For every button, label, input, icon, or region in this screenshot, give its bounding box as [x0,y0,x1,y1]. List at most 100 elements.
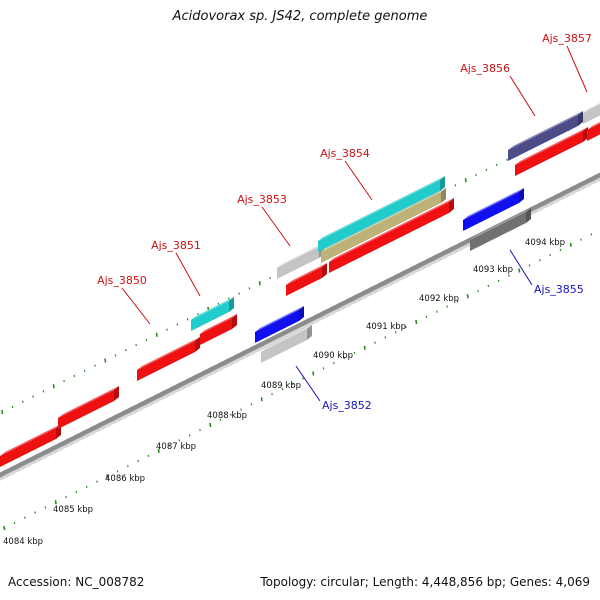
tick-lower [415,319,418,325]
tick-lower [518,268,521,273]
gene-box-khaki-top [321,188,446,252]
tick-upper [258,281,261,286]
gene-box-red-top [0,424,61,456]
gene-box-slate-front [508,115,578,161]
gene-box-red [587,122,600,141]
gene-box-lightgray-end [307,325,312,340]
gene-box-red [329,198,454,273]
gene-box-darkgray [470,208,531,251]
tick-lower [384,336,387,339]
tick-lower [363,345,366,350]
tick-upper [32,395,34,398]
scale-label: 4092 kbp [419,294,459,304]
gene-label-ajs-3852-leader [295,365,321,402]
tick-upper [228,297,230,300]
tick-lower [271,392,273,396]
tick-lower [24,516,26,519]
tick-lower [230,413,232,416]
gene-box-cyan-front [191,301,229,331]
tick-lower [137,459,139,463]
gene-box-cyan-top [191,297,234,320]
gene-box-lightgray-top [261,325,312,352]
gene-box-red-front [0,428,56,467]
gene-box-blue [255,306,304,343]
tick-marks [1,112,600,531]
tick-upper [114,354,117,357]
tick-lower [333,362,335,365]
tick-upper [166,328,168,331]
tick-lower [281,387,284,391]
scale-label: 4093 kbp [473,265,513,275]
gene-box-khaki [321,188,446,263]
gene-box-red [137,337,200,381]
tick-lower [353,351,356,355]
tick-lower [559,248,562,252]
gene-box-red-front [137,341,195,381]
genome-backbone [0,172,600,481]
tick-lower [497,279,500,282]
gene-box-red [286,263,327,296]
scale-label: 4084 kbp [3,537,43,547]
gene-box-cyan-end [440,176,445,191]
tick-lower [322,367,325,370]
gene-label-ajs-3852: Ajs_3852 [322,399,372,412]
tick-upper [63,379,65,383]
gene-box-khaki-end [441,188,446,203]
tick-upper [11,405,14,408]
gene-box-cyan-end [229,297,234,312]
tick-upper [1,409,4,415]
gene-label-ajs-3855: Ajs_3855 [534,283,584,296]
tick-lower [188,434,191,437]
tick-lower [199,429,201,432]
tick-lower [178,439,181,442]
gene-label-ajs-3856-leader [509,75,536,117]
gene-box-blue-front [255,310,299,343]
tick-upper [475,173,477,177]
gene-features [0,103,600,467]
scale-label: 4091 kbp [366,322,406,332]
gene-box-red-end [449,198,454,213]
tick-lower [75,490,78,494]
tick-lower [508,274,510,277]
gene-box-red-top [587,122,600,130]
tick-upper [485,168,488,172]
tick-upper [269,276,271,280]
gene-label-ajs-3854: Ajs_3854 [320,147,370,160]
tick-lower [487,284,490,288]
tick-upper [506,158,508,161]
tick-lower [312,371,315,376]
gene-box-darkgray-front [470,212,526,251]
tick-lower [477,289,479,293]
gene-label-ajs-3853-leader [261,206,291,247]
tick-lower [291,382,294,385]
tick-lower [302,377,304,380]
gene-label-ajs-3850-leader [121,287,151,325]
gene-box-red-end [322,263,327,278]
gene-box-red-top [329,198,454,262]
gene-label-ajs-3857: Ajs_3857 [542,32,592,45]
gene-box-slate-top [508,111,583,150]
tick-upper [145,338,148,342]
tick-lower [219,418,222,421]
gene-box-blue-end [519,188,524,203]
gene-box-lightgray [261,325,312,363]
tick-upper [197,313,199,316]
tick-lower [96,480,98,483]
tick-lower [446,305,448,308]
tick-upper [104,358,107,363]
gene-box-red-end [195,337,200,352]
tick-upper [248,287,251,290]
gene-box-red-top [286,263,327,285]
gene-box-slate [508,111,583,161]
tick-lower [539,259,541,262]
scale-label: 4086 kbp [105,474,145,484]
accession-text: Accession: NC_008782 [8,575,145,589]
gene-box-red-top [137,337,200,370]
gene-box-blue-top [463,188,524,220]
gene-box-lightgray-front [583,104,600,124]
tick-upper [155,332,158,337]
tick-lower [13,521,16,524]
tick-lower [425,315,428,318]
tick-lower [54,500,57,505]
scale-label: 4090 kbp [313,351,353,361]
